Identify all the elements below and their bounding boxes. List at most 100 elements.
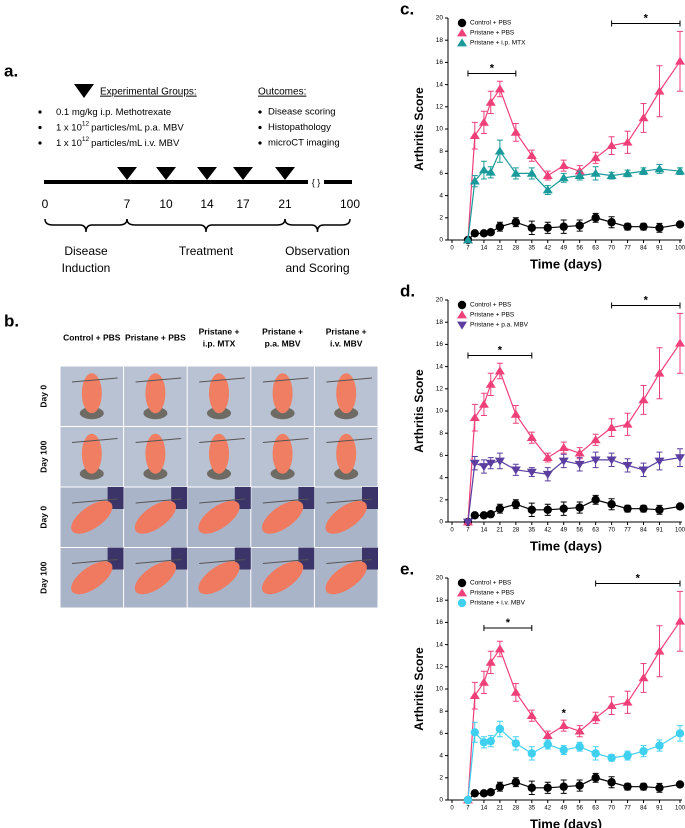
y-tick-label: 0 bbox=[439, 237, 443, 244]
data-point bbox=[542, 470, 553, 479]
photo-glove bbox=[107, 487, 124, 509]
data-point bbox=[575, 503, 584, 512]
y-tick-label: 12 bbox=[436, 386, 444, 393]
x-tick-label: 28 bbox=[512, 246, 519, 252]
data-point bbox=[558, 443, 569, 451]
photo-needle bbox=[71, 498, 118, 504]
timeline-day: 17 bbox=[236, 197, 250, 211]
data-point bbox=[675, 780, 685, 789]
data-point bbox=[470, 511, 479, 520]
data-point bbox=[542, 731, 553, 739]
y-tick-label: 0 bbox=[439, 797, 443, 804]
row-label: Day 0 bbox=[38, 506, 48, 529]
timeline-day: 100 bbox=[340, 197, 360, 211]
data-point bbox=[479, 738, 489, 747]
data-point bbox=[574, 460, 585, 469]
data-point bbox=[559, 504, 568, 513]
data-point bbox=[510, 687, 521, 696]
photo-needle bbox=[262, 377, 309, 383]
x-tick-label: 14 bbox=[481, 806, 488, 812]
x-tick-label: 100 bbox=[675, 528, 685, 534]
photo-paw bbox=[261, 561, 304, 595]
photo-needle bbox=[71, 377, 118, 383]
row-label: Day 100 bbox=[38, 440, 48, 472]
y-tick-label: 8 bbox=[439, 148, 443, 155]
data-point bbox=[639, 782, 648, 791]
data-point bbox=[606, 456, 617, 465]
x-tick-label: 84 bbox=[640, 528, 647, 534]
data-point bbox=[575, 742, 584, 751]
data-point bbox=[675, 220, 685, 229]
data-point bbox=[622, 697, 633, 706]
bullet bbox=[258, 141, 262, 145]
panel-label: e. bbox=[400, 559, 414, 578]
data-point bbox=[575, 221, 584, 230]
significance-bar bbox=[467, 70, 517, 77]
y-axis-label: Arthritis Score bbox=[412, 369, 426, 453]
legend-marker bbox=[457, 578, 467, 588]
photo-needle bbox=[199, 559, 245, 564]
photo-needle bbox=[326, 438, 373, 443]
x-axis-label: Time (days) bbox=[530, 538, 602, 553]
data-point bbox=[623, 751, 632, 760]
legend-label: Pristane + PBS bbox=[470, 30, 515, 37]
data-point bbox=[470, 229, 479, 238]
x-tick-label: 84 bbox=[640, 806, 647, 812]
y-tick-label: 6 bbox=[439, 452, 443, 459]
row-label: Day 0 bbox=[38, 385, 48, 408]
photo-needle bbox=[135, 559, 182, 564]
photo-paw bbox=[145, 433, 166, 474]
x-axis-label: Time (days) bbox=[530, 256, 602, 271]
column-header: i.p. MTX bbox=[203, 338, 236, 348]
data-point bbox=[559, 222, 568, 231]
row-label: Day 100 bbox=[38, 561, 48, 593]
data-point bbox=[494, 644, 505, 653]
data-point bbox=[463, 795, 473, 805]
data-point bbox=[655, 223, 664, 232]
photo-needle bbox=[262, 498, 309, 504]
dose-triangle bbox=[233, 167, 253, 180]
x-tick-label: 56 bbox=[576, 806, 583, 812]
photo-paw bbox=[209, 373, 229, 414]
panel-label: c. bbox=[400, 0, 414, 18]
data-point bbox=[591, 749, 600, 758]
data-point bbox=[485, 97, 496, 106]
data-point bbox=[574, 726, 585, 735]
bullet bbox=[258, 110, 262, 114]
x-tick-label: 14 bbox=[481, 246, 488, 252]
data-point bbox=[494, 366, 505, 375]
y-tick-label: 12 bbox=[436, 104, 444, 111]
panel-label: b. bbox=[4, 311, 19, 330]
x-tick-label: 35 bbox=[528, 806, 535, 812]
y-tick-label: 4 bbox=[439, 752, 443, 759]
column-header: Pristane + PBS bbox=[125, 332, 186, 342]
phase-label: Induction bbox=[62, 261, 111, 275]
photo-glove bbox=[107, 547, 124, 570]
data-point bbox=[469, 131, 480, 140]
x-tick-label: 49 bbox=[560, 246, 567, 252]
data-point bbox=[495, 222, 505, 231]
data-point bbox=[639, 222, 648, 231]
legend-label: Pristane + i.v. MBV bbox=[470, 600, 526, 607]
outcome-item: microCT imaging bbox=[268, 138, 340, 149]
legend-label: Pristane + p.a. MBV bbox=[470, 322, 529, 329]
significance-bar bbox=[467, 352, 533, 359]
y-tick-label: 20 bbox=[436, 15, 444, 22]
data-point bbox=[511, 739, 521, 748]
legend-marker bbox=[457, 588, 467, 597]
legend-marker bbox=[457, 310, 467, 319]
photo-needle bbox=[71, 438, 118, 443]
data-point bbox=[606, 423, 617, 432]
dose-triangle bbox=[156, 167, 176, 180]
y-tick-label: 14 bbox=[436, 363, 444, 370]
data-point bbox=[462, 518, 473, 527]
outcome-item: Histopathology bbox=[268, 122, 331, 133]
series-line bbox=[467, 620, 681, 801]
x-tick-label: 77 bbox=[624, 806, 631, 812]
outcomes-title: Outcomes: bbox=[258, 87, 306, 98]
photo-paw bbox=[198, 500, 240, 534]
data-point bbox=[479, 511, 489, 520]
x-tick-label: 0 bbox=[450, 246, 454, 252]
data-point bbox=[478, 399, 489, 408]
data-point bbox=[485, 657, 496, 666]
